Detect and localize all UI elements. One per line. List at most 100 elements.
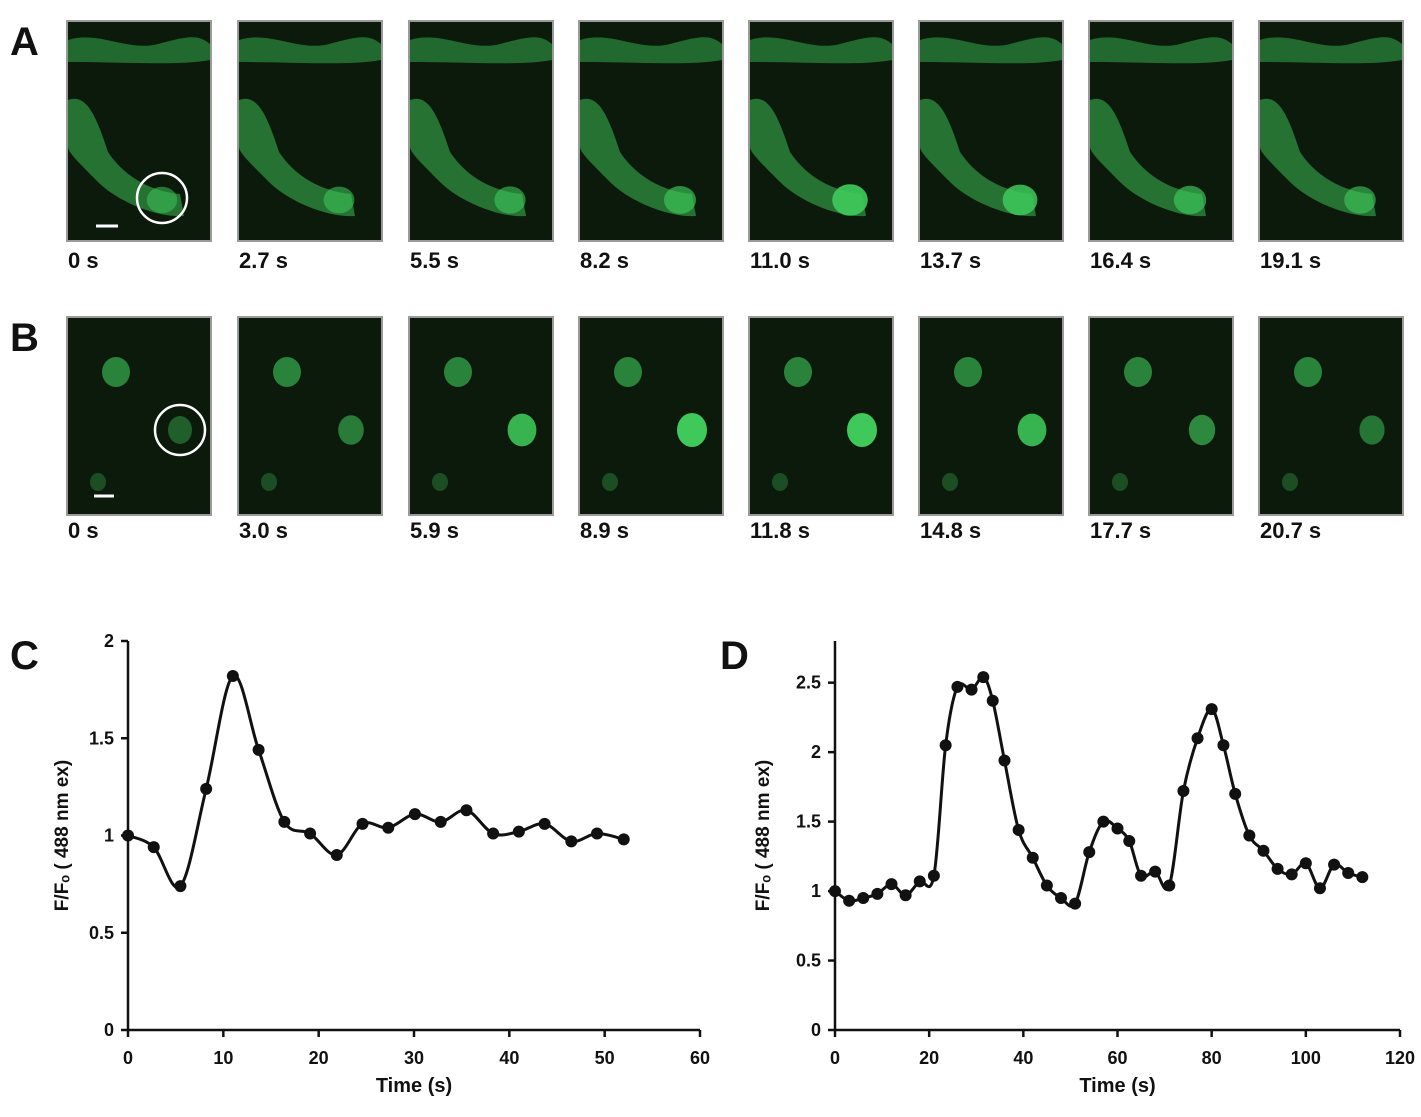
data-point <box>1229 787 1242 800</box>
data-point <box>829 885 841 898</box>
data-point <box>617 833 630 846</box>
fluorescent-spot <box>1017 413 1047 447</box>
cell-spot-lower <box>1112 473 1128 491</box>
cell-strip <box>239 37 381 64</box>
cell-spot-lower <box>432 473 448 491</box>
line-chart-C: 0 10 20 30 40 50 60 0 0.5 1 1.5 2 Time (s) F/Fₒ ( 488… <box>52 631 710 1097</box>
data-point <box>857 892 870 905</box>
x-tick-label: 80 <box>1202 1048 1222 1068</box>
data-point <box>977 671 990 684</box>
data-point <box>122 829 134 842</box>
cell-spot-upper <box>1294 357 1322 387</box>
micrograph-frame <box>237 20 383 242</box>
micrograph-frame <box>408 20 554 242</box>
time-label: 14.8 s <box>920 518 982 543</box>
time-label: 11.8 s <box>750 518 810 543</box>
data-point <box>147 841 160 854</box>
micrograph-image <box>920 318 1062 514</box>
time-label: 11.0 s <box>750 248 810 273</box>
data-point <box>899 889 912 902</box>
cell-strip <box>68 37 210 64</box>
panel-letter: A <box>10 20 39 64</box>
micrograph-frame <box>1258 20 1404 242</box>
x-tick-label: 60 <box>690 1048 710 1068</box>
series-line <box>834 675 1363 908</box>
cell-spot-lower <box>942 473 958 491</box>
cell-strip <box>1090 37 1232 64</box>
time-label: 16.4 s <box>1090 248 1152 273</box>
y-tick-label: 2 <box>811 742 821 762</box>
micrograph-image <box>239 318 381 514</box>
micrograph-image <box>1090 318 1232 514</box>
data-point <box>1217 739 1230 752</box>
x-tick-label: 20 <box>919 1048 939 1068</box>
data-point <box>1271 862 1284 875</box>
x-tick-label: 10 <box>213 1048 233 1068</box>
y-axis-label: F/Fₒ ( 488 nm ex) <box>52 760 73 911</box>
micrograph-image <box>1260 318 1402 514</box>
micrograph-image <box>750 22 892 240</box>
y-tick-label: 2 <box>104 631 114 651</box>
micrograph-frame <box>66 20 212 242</box>
y-tick-label: 0.5 <box>796 951 821 971</box>
micrograph-image <box>1090 22 1232 240</box>
cell-body <box>68 98 184 217</box>
fluorescent-spot <box>168 416 192 444</box>
data-point <box>913 875 926 888</box>
data-point <box>871 887 884 900</box>
micrograph-frame <box>1088 20 1234 242</box>
cell-spot-lower <box>772 473 788 491</box>
data-point <box>939 739 952 752</box>
data-point <box>951 680 964 693</box>
y-tick-label: 0.5 <box>89 923 114 943</box>
cell-spot-upper <box>954 357 982 387</box>
data-point <box>1123 835 1136 848</box>
data-point <box>1205 703 1218 716</box>
micrograph-frame <box>408 316 554 516</box>
time-label: 19.1 s <box>1260 248 1322 273</box>
micrograph-frame <box>578 20 724 242</box>
cell-body <box>750 98 866 217</box>
data-point <box>382 821 395 834</box>
cell-strip <box>920 37 1062 64</box>
time-label: 5.5 s <box>410 248 459 273</box>
data-point <box>885 878 898 891</box>
data-point <box>434 815 447 828</box>
cell-spot-upper <box>784 357 812 387</box>
fluorescent-spot <box>847 413 877 447</box>
series-line <box>127 674 625 890</box>
panel-letter: D <box>720 634 749 678</box>
data-point <box>538 817 551 830</box>
micrograph-image <box>410 22 552 240</box>
fluorescent-spot <box>832 184 868 216</box>
micrograph-frame <box>237 316 383 516</box>
data-point <box>1026 851 1039 864</box>
cell-spot-upper <box>1124 357 1152 387</box>
data-point <box>565 835 578 848</box>
data-point <box>174 880 187 893</box>
x-tick-label: 50 <box>595 1048 615 1068</box>
cell-spot-upper <box>273 357 301 387</box>
data-point <box>330 848 343 861</box>
x-tick-label: 120 <box>1385 1048 1415 1068</box>
roi-circle <box>135 171 189 225</box>
micrograph-image <box>68 318 210 514</box>
cell-spot-upper <box>444 357 472 387</box>
time-label: 17.7 s <box>1090 518 1152 543</box>
cell-spot-lower <box>602 473 618 491</box>
micrograph-image <box>920 22 1062 240</box>
cell-body <box>239 98 355 217</box>
fluorescent-spot <box>146 186 178 214</box>
x-axis-label: Time (s) <box>376 1075 452 1097</box>
fluorescent-spot <box>494 186 526 214</box>
micrograph-image <box>239 22 381 240</box>
x-axis-label: Time (s) <box>1079 1075 1155 1097</box>
data-point <box>1111 822 1124 835</box>
micrograph-frame <box>918 20 1064 242</box>
cell-spot-upper <box>102 357 130 387</box>
data-point <box>1163 879 1176 892</box>
panel-letter: B <box>10 316 39 360</box>
micrograph-frame <box>66 316 212 516</box>
fluorescent-spot <box>507 413 537 447</box>
fluorescent-spot <box>677 413 707 447</box>
